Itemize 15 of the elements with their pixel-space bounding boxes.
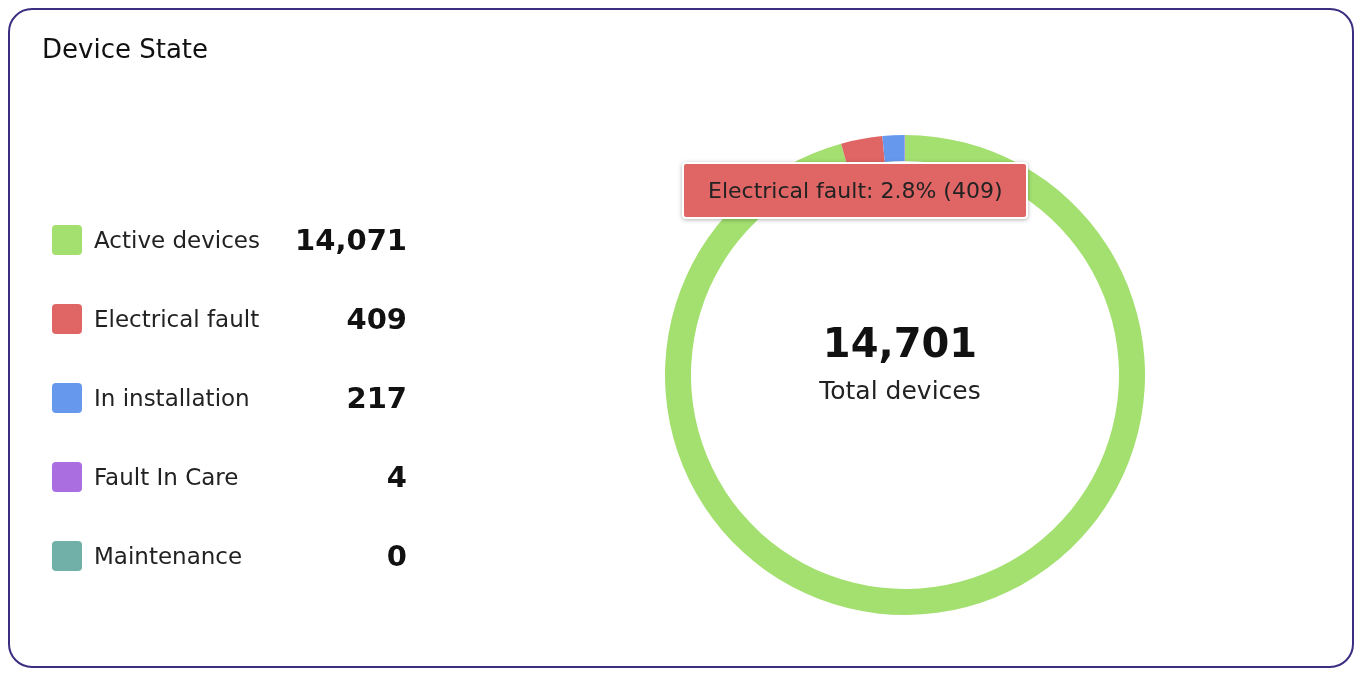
legend-label: Electrical fault [94,305,261,332]
text: Electrical fault: 2.8% (409) [682,162,1029,219]
text: 14,701 [821,320,979,366]
data-label: 217 [346,380,407,415]
donut-slice [882,135,905,162]
legend-label: Maintenance [94,542,244,569]
legend-label: In installation [94,384,251,411]
text: Total devices [818,376,982,405]
text: 0 [386,538,407,573]
legend-label: Active devices [94,226,261,253]
data-label: 409 [346,301,407,336]
data-label: 14,071 [295,222,407,257]
data-label: 4 [386,459,407,494]
legend-label: Fault In Care [94,463,240,490]
chart-title: Device State [42,34,209,64]
